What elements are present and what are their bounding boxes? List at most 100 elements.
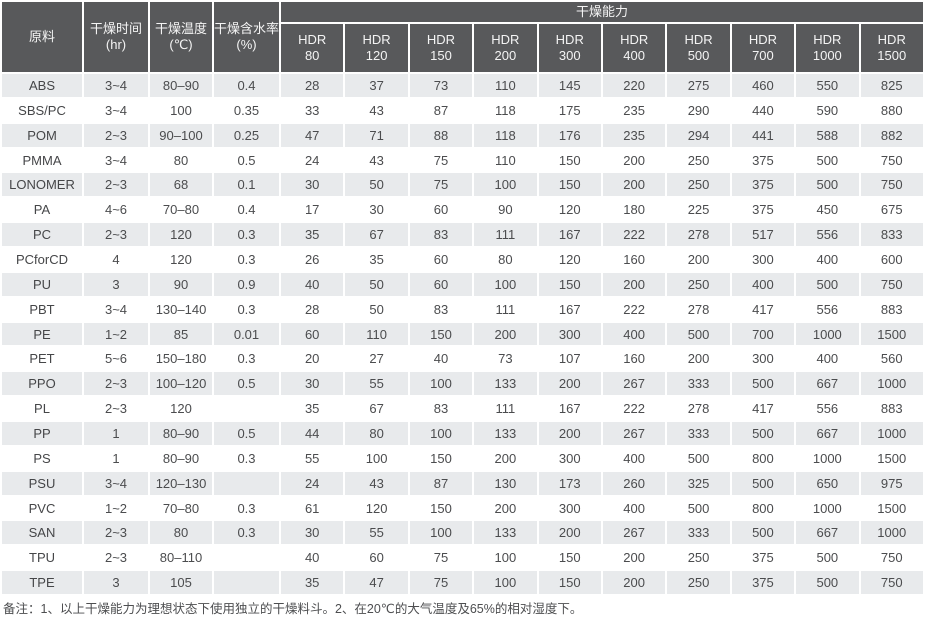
value-cell: 150 <box>538 546 601 570</box>
value-cell: 500 <box>796 571 859 595</box>
material-cell: PPO <box>2 372 82 396</box>
value-cell: 100 <box>409 521 473 545</box>
table-row: PC 2~3 120 0.3 35 67 83 111 167 222 278 517 556 833 <box>2 223 923 247</box>
value-cell: 3 <box>84 571 148 595</box>
value-cell: 2~3 <box>84 223 148 247</box>
value-cell: 2~3 <box>84 372 148 396</box>
value-cell: 300 <box>731 347 795 371</box>
value-cell: 200 <box>602 148 666 172</box>
value-cell: 90 <box>150 272 212 296</box>
value-cell: 3~4 <box>84 471 148 495</box>
table-row: PE 1~2 85 0.01 60 110 150 200 300 400 500 700 1000 15… <box>2 322 923 346</box>
value-cell: 80–90 <box>150 422 212 445</box>
value-cell: 200 <box>474 446 537 470</box>
value-cell: 500 <box>796 272 859 296</box>
table-row: PA 4~6 70–80 0.4 17 30 60 90 120 180 225 375 450 675 <box>2 198 923 222</box>
value-cell: 150 <box>538 148 601 172</box>
value-cell: 83 <box>409 223 473 247</box>
value-cell: 750 <box>860 148 923 172</box>
value-cell: 120–130 <box>150 471 212 495</box>
value-cell: 550 <box>796 74 859 97</box>
value-cell: 30 <box>281 372 344 396</box>
value-cell: 80 <box>474 248 537 271</box>
value-cell: 750 <box>860 272 923 296</box>
value-cell: 250 <box>667 571 730 595</box>
value-cell: 0.01 <box>214 322 279 346</box>
value-cell: 60 <box>409 198 473 222</box>
value-cell: 500 <box>667 446 730 470</box>
value-cell: 400 <box>602 446 666 470</box>
value-cell: 150 <box>538 173 601 197</box>
value-cell: 500 <box>731 521 795 545</box>
value-cell: 0.3 <box>214 297 279 321</box>
value-cell: 133 <box>474 422 537 445</box>
value-cell: 120 <box>150 248 212 271</box>
value-cell: 150–180 <box>150 347 212 371</box>
material-cell: PCforCD <box>2 248 82 271</box>
value-cell: 110 <box>474 148 537 172</box>
value-cell: 167 <box>538 223 601 247</box>
value-cell: 180 <box>602 198 666 222</box>
value-cell: 500 <box>796 148 859 172</box>
material-cell: ABS <box>2 74 82 97</box>
header-row-top: 原料 干燥时间 (hr) 干燥温度 (℃) 干燥含水率 (%) 干燥能力 <box>2 2 923 72</box>
value-cell: 0.3 <box>214 223 279 247</box>
value-cell: 111 <box>474 297 537 321</box>
value-cell: 83 <box>409 297 473 321</box>
value-cell: 50 <box>345 173 408 197</box>
value-cell: 107 <box>538 347 601 371</box>
value-cell: 460 <box>731 74 795 97</box>
value-cell: 400 <box>731 272 795 296</box>
value-cell: 667 <box>796 521 859 545</box>
value-cell: 43 <box>345 98 408 122</box>
value-cell: 441 <box>731 123 795 147</box>
col-header-drying-temp: 干燥温度 (℃) <box>150 2 212 72</box>
value-cell: 133 <box>474 521 537 545</box>
value-cell: 200 <box>667 248 730 271</box>
material-cell: PBT <box>2 297 82 321</box>
value-cell: 600 <box>860 248 923 271</box>
value-cell: 500 <box>731 471 795 495</box>
table-row: PL 2~3 120 35 67 83 111 167 222 278 417 556 883 <box>2 397 923 421</box>
value-cell: 267 <box>602 521 666 545</box>
value-cell: 43 <box>345 148 408 172</box>
table-header: 原料 干燥时间 (hr) 干燥温度 (℃) 干燥含水率 (%) 干燥能力 HDR… <box>2 2 923 72</box>
drying-spec-table: 原料 干燥时间 (hr) 干燥温度 (℃) 干燥含水率 (%) 干燥能力 HDR… <box>2 2 923 595</box>
value-cell: 71 <box>345 123 408 147</box>
value-cell: 35 <box>345 248 408 271</box>
value-cell: 130 <box>474 471 537 495</box>
value-cell: 60 <box>409 248 473 271</box>
value-cell: 556 <box>796 397 859 421</box>
value-cell: 222 <box>602 297 666 321</box>
value-cell: 200 <box>538 521 601 545</box>
value-cell: 5~6 <box>84 347 148 371</box>
table-row: PET 5~6 150–180 0.3 20 27 40 73 107 160 200 300 400 5… <box>2 347 923 371</box>
value-cell: 225 <box>667 198 730 222</box>
value-cell: 375 <box>731 173 795 197</box>
value-cell: 500 <box>667 322 730 346</box>
value-cell: 3~4 <box>84 98 148 122</box>
col-header-drying-time: 干燥时间 (hr) <box>84 2 148 72</box>
value-cell: 88 <box>409 123 473 147</box>
value-cell: 85 <box>150 322 212 346</box>
table-row: TPU 2~3 80–110 40 60 75 100 150 200 250 375 500 750 <box>2 546 923 570</box>
value-cell: 40 <box>281 546 344 570</box>
value-cell: 278 <box>667 223 730 247</box>
value-cell: 750 <box>860 571 923 595</box>
col-header-hdr-500: HDR 500 <box>667 24 730 72</box>
value-cell: 750 <box>860 546 923 570</box>
value-cell: 200 <box>602 173 666 197</box>
value-cell: 400 <box>602 322 666 346</box>
material-cell: PET <box>2 347 82 371</box>
value-cell: 500 <box>796 546 859 570</box>
material-cell: PE <box>2 322 82 346</box>
value-cell: 111 <box>474 223 537 247</box>
value-cell: 2~3 <box>84 123 148 147</box>
value-cell: 825 <box>860 74 923 97</box>
table-row: PP 1 80–90 0.5 44 80 100 133 200 267 333 500 667 1000 <box>2 422 923 445</box>
col-header-hdr-1000: HDR 1000 <box>796 24 859 72</box>
value-cell: 75 <box>409 571 473 595</box>
col-header-hdr-700: HDR 700 <box>731 24 795 72</box>
value-cell: 300 <box>538 322 601 346</box>
